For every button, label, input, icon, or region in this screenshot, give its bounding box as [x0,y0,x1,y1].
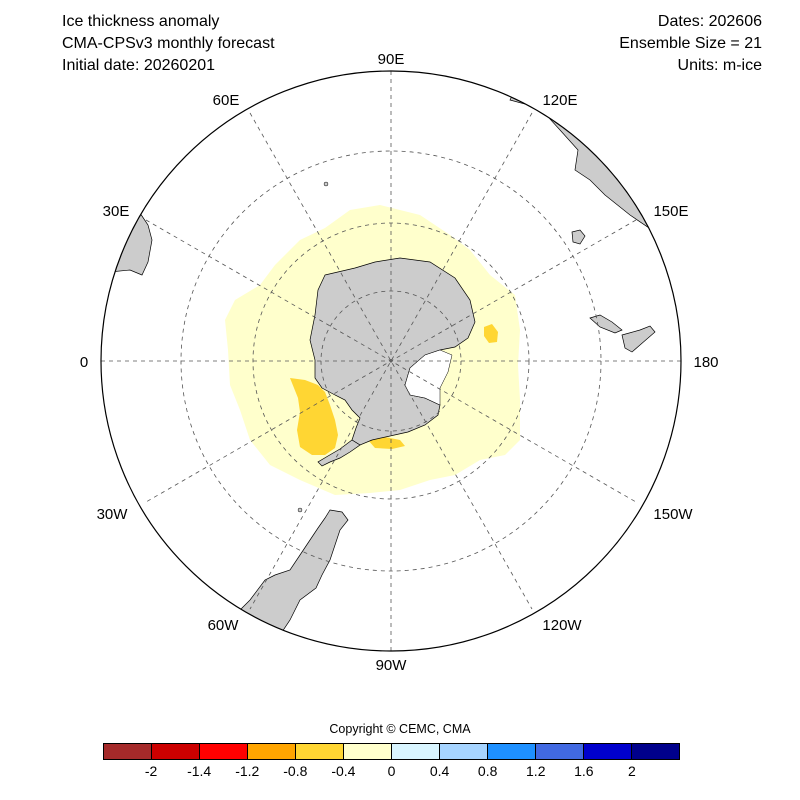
lon-label-150w: 150W [653,506,693,523]
tasmania-island [571,229,586,245]
africa-landmass [101,212,153,276]
colorbar-tick-label: 0 [387,763,396,779]
colorbar-tick-label: 0.4 [429,763,450,779]
colorbar-swatch-5 [344,744,392,759]
longitude-gridlines [101,71,681,651]
lon-label-150e: 150E [653,203,688,220]
colorbar-tick-label: -1.2 [235,763,260,779]
lon-label-60w: 60W [208,617,240,634]
lon-label-90e: 90E [378,51,405,68]
lon-label-120e: 120E [542,92,577,109]
lon-label-180: 180 [693,354,718,371]
ensemble-size: Ensemble Size = 21 [619,35,762,52]
lon-label-120w: 120W [542,617,582,634]
colorbar-tick-label: -0.4 [331,763,356,779]
initial-date: Initial date: 20260201 [62,57,216,74]
colorbar-swatch-7 [440,744,488,759]
lon-label-30e: 30E [103,203,130,220]
colorbar-swatch-11 [632,744,679,759]
model-name: CMA-CPSv3 monthly forecast [62,35,275,52]
antarctica-landmass [309,257,476,446]
colorbar-tick-label: 2 [628,763,636,779]
colorbar-swatch-1 [152,744,200,759]
colorbar [103,743,680,760]
colorbar-swatch-0 [104,744,152,759]
colorbar-tick-label: -1.4 [187,763,212,779]
anomaly-patch-weddell [290,378,338,455]
map-boundary [100,70,682,652]
antarctic-peninsula [317,439,361,467]
anomaly-patch-ross-east [484,324,498,343]
colorbar-tick-label: 1.6 [574,763,594,779]
colorbar-ticks: -2 -1.4 -1.2 -0.8 -0.4 0 0.4 0.8 1.2 1.6 2 [103,763,680,783]
anomaly-patch-peninsula-coast [368,437,405,449]
colorbar-swatch-6 [392,744,440,759]
colorbar-tick-label: 1.2 [526,763,546,779]
colorbar-swatch-2 [200,744,248,759]
lon-label-0: 0 [80,354,88,371]
lon-label-90w: 90W [376,657,408,674]
header-left: Ice thickness anomaly CMA-CPSv3 monthly … [62,11,275,77]
units-label: Units: m-ice [677,57,762,74]
lon-label-30w: 30W [97,506,129,523]
colorbar-swatch-3 [248,744,296,759]
colorbar-tick-label: 0.8 [477,763,498,779]
colorbar-tick-label: -0.8 [283,763,308,779]
colorbar-tick-label: -2 [144,763,158,779]
colorbar-swatch-10 [584,744,632,759]
colorbar-swatch-8 [488,744,536,759]
lon-label-60e: 60E [213,92,240,109]
copyright-notice: Copyright © CEMC, CMA [329,722,471,736]
header-right: Dates: 202606 Ensemble Size = 21 Units: … [619,11,762,77]
colorbar-swatch-4 [296,744,344,759]
south-america-landmass [199,509,349,651]
ross-sea-embayment [404,349,453,406]
new-zealand-islands [589,314,656,353]
forecast-dates: Dates: 202606 [657,13,762,30]
map-title: Ice thickness anomaly [62,13,220,30]
colorbar-swatch-9 [536,744,584,759]
